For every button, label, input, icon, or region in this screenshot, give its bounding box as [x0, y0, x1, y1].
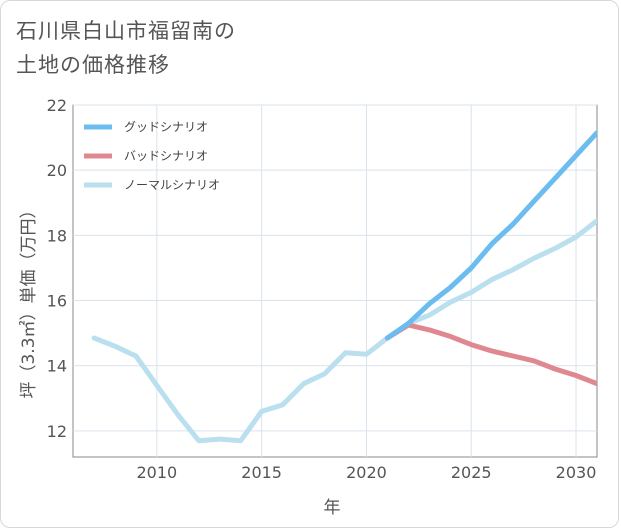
y-axis-label: 坪（3.3㎡）単価（万円） — [19, 201, 39, 398]
x-tick-label: 2020 — [346, 463, 387, 482]
series-line-1 — [384, 130, 597, 341]
series-line-3 — [91, 218, 597, 444]
y-tick-label: 20 — [47, 161, 67, 180]
x-tick-label: 2010 — [136, 463, 177, 482]
y-tick-label: 18 — [47, 226, 67, 245]
x-axis-label: 年 — [324, 498, 341, 518]
title-line-2: 土地の価格推移 — [16, 53, 170, 77]
title-line-1: 石川県白山市福留南の — [16, 19, 236, 43]
legend-label-2: バッドシナリオ — [124, 149, 208, 163]
y-tick-label: 12 — [47, 422, 67, 441]
x-tick-label: 2025 — [451, 463, 492, 482]
legend-label-1: グッドシナリオ — [124, 120, 208, 134]
tick-labels: 2010 2015 2020 2025 2030 12 14 16 18 20 22 — [47, 96, 597, 482]
y-tick-label: 22 — [47, 96, 67, 115]
x-tick-label: 2015 — [241, 463, 282, 482]
chart-title: 石川県白山市福留南の 土地の価格推移 — [16, 14, 236, 82]
y-tick-label: 14 — [47, 357, 67, 376]
x-tick-label: 2030 — [556, 463, 597, 482]
legend-label-3: ノーマルシナリオ — [124, 178, 220, 192]
series-lines — [91, 130, 597, 444]
series-line-2 — [384, 322, 597, 387]
plot-area — [72, 104, 598, 458]
grid — [73, 104, 597, 457]
y-tick-label: 16 — [47, 292, 67, 311]
